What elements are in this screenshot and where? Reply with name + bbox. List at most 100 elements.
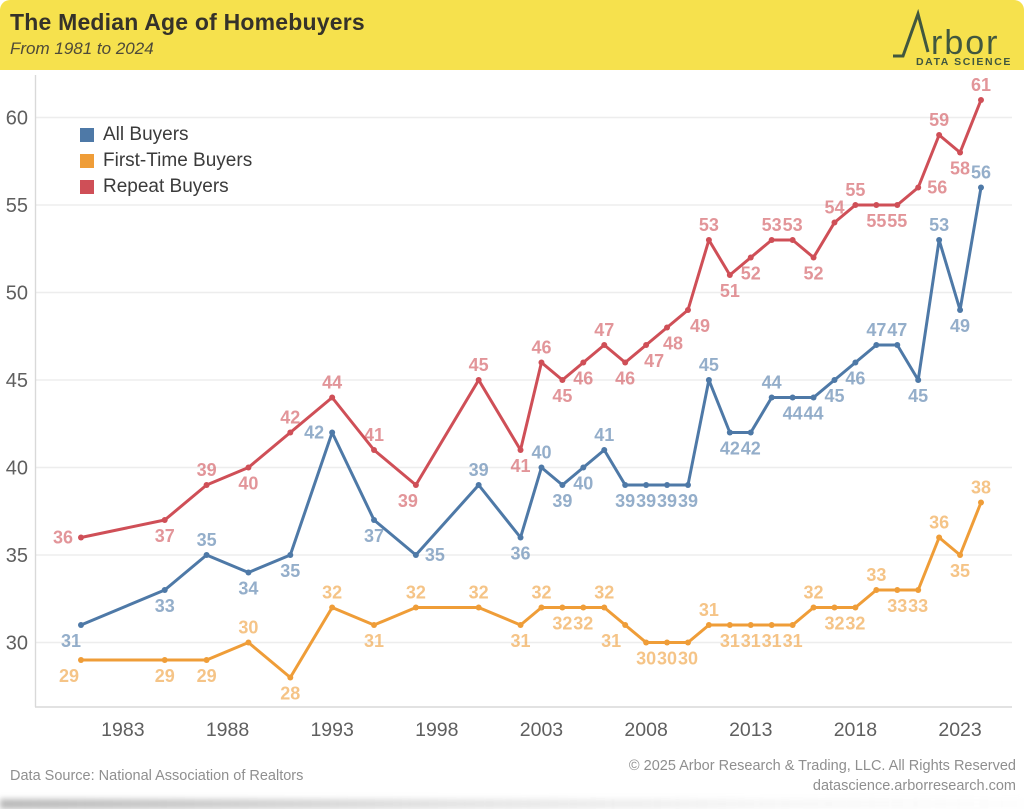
data-label: 42 <box>304 423 324 443</box>
data-point <box>580 359 587 366</box>
logo-tagline: DATA SCIENCE <box>916 56 1012 68</box>
line-repeat-buyers <box>79 98 983 539</box>
data-point <box>664 324 671 331</box>
line-all-buyers <box>79 186 983 627</box>
data-point <box>329 429 336 436</box>
data-point <box>161 657 168 663</box>
legend-label: Repeat Buyers <box>103 176 229 197</box>
x-tick-label: 2023 <box>938 719 981 741</box>
data-label: 39 <box>615 491 635 511</box>
data-label: 45 <box>469 355 489 375</box>
data-point <box>664 639 671 646</box>
data-label: 49 <box>690 316 710 336</box>
data-label: 41 <box>364 425 384 445</box>
data-label: 46 <box>573 369 593 389</box>
data-label: 42 <box>741 439 761 459</box>
data-point <box>936 534 943 541</box>
data-point <box>789 237 796 243</box>
data-point <box>726 429 733 436</box>
legend-item-first-time-buyers: First-Time Buyers <box>80 148 252 174</box>
website-text: datascience.arborresearch.com <box>812 777 1016 794</box>
data-point <box>894 342 901 348</box>
data-point <box>412 482 419 488</box>
data-point <box>371 517 378 523</box>
data-label: 32 <box>573 614 593 634</box>
data-label: 30 <box>657 649 677 669</box>
data-label: 58 <box>950 159 970 179</box>
data-point <box>78 534 84 541</box>
data-point <box>475 377 482 383</box>
data-point <box>747 429 754 436</box>
data-point <box>768 237 775 243</box>
data-point <box>684 482 691 488</box>
data-label: 47 <box>594 320 614 340</box>
data-point <box>601 604 608 611</box>
data-point <box>601 342 608 348</box>
data-label: 41 <box>594 425 614 445</box>
data-point <box>684 307 691 313</box>
gridlines <box>35 116 1012 644</box>
page-subtitle: From 1981 to 2024 <box>10 39 154 58</box>
data-point <box>936 237 943 243</box>
data-label: 35 <box>280 561 300 581</box>
data-label: 44 <box>322 373 342 393</box>
data-label: 31 <box>699 600 719 620</box>
x-tick-label: 2018 <box>834 719 877 741</box>
legend-label: All Buyers <box>103 124 189 145</box>
data-label: 29 <box>197 666 217 686</box>
data-label: 30 <box>238 618 258 638</box>
data-point <box>684 639 691 646</box>
data-label: 47 <box>887 320 907 340</box>
data-point <box>580 464 587 471</box>
data-point <box>371 622 378 628</box>
data-point <box>852 359 859 366</box>
data-label: 35 <box>425 545 445 565</box>
data-label: 47 <box>644 351 664 371</box>
data-label: 33 <box>155 596 175 616</box>
data-point <box>161 587 168 593</box>
data-point <box>475 604 482 611</box>
data-label: 31 <box>720 631 740 651</box>
x-tick-label: 1988 <box>206 719 249 741</box>
data-label: 41 <box>511 456 531 476</box>
data-point <box>664 482 671 488</box>
data-label: 32 <box>594 583 614 603</box>
data-point <box>894 587 901 593</box>
data-point <box>329 604 336 611</box>
legend-label: First-Time Buyers <box>103 150 253 171</box>
data-label: 31 <box>364 631 384 651</box>
data-label: 40 <box>573 474 593 494</box>
data-point <box>894 202 901 208</box>
data-point <box>622 482 629 488</box>
data-label: 52 <box>804 264 824 284</box>
data-label: 44 <box>783 404 803 424</box>
data-label: 56 <box>971 163 991 183</box>
data-label: 32 <box>322 583 342 603</box>
data-point <box>810 254 817 261</box>
data-point <box>831 377 838 383</box>
legend: All Buyers First-Time Buyers Repeat Buye… <box>80 122 252 200</box>
data-point <box>747 254 754 261</box>
data-label: 37 <box>155 526 175 546</box>
data-label: 30 <box>678 649 698 669</box>
data-point <box>915 377 922 383</box>
data-label: 39 <box>398 491 418 511</box>
x-tick-label: 1993 <box>310 719 353 741</box>
data-label: 40 <box>238 474 258 494</box>
data-point <box>852 604 859 611</box>
data-point <box>412 552 419 558</box>
data-label: 39 <box>552 491 572 511</box>
data-point <box>768 622 775 628</box>
y-tick-label: 40 <box>6 458 28 480</box>
data-point <box>873 587 880 593</box>
data-point <box>622 622 629 628</box>
legend-item-repeat-buyers: Repeat Buyers <box>80 174 252 200</box>
data-point <box>203 657 210 663</box>
data-point <box>538 604 545 611</box>
data-label: 32 <box>469 583 489 603</box>
data-point <box>161 517 168 523</box>
data-point <box>831 219 838 226</box>
data-label: 39 <box>469 460 489 480</box>
data-label: 38 <box>971 478 991 498</box>
